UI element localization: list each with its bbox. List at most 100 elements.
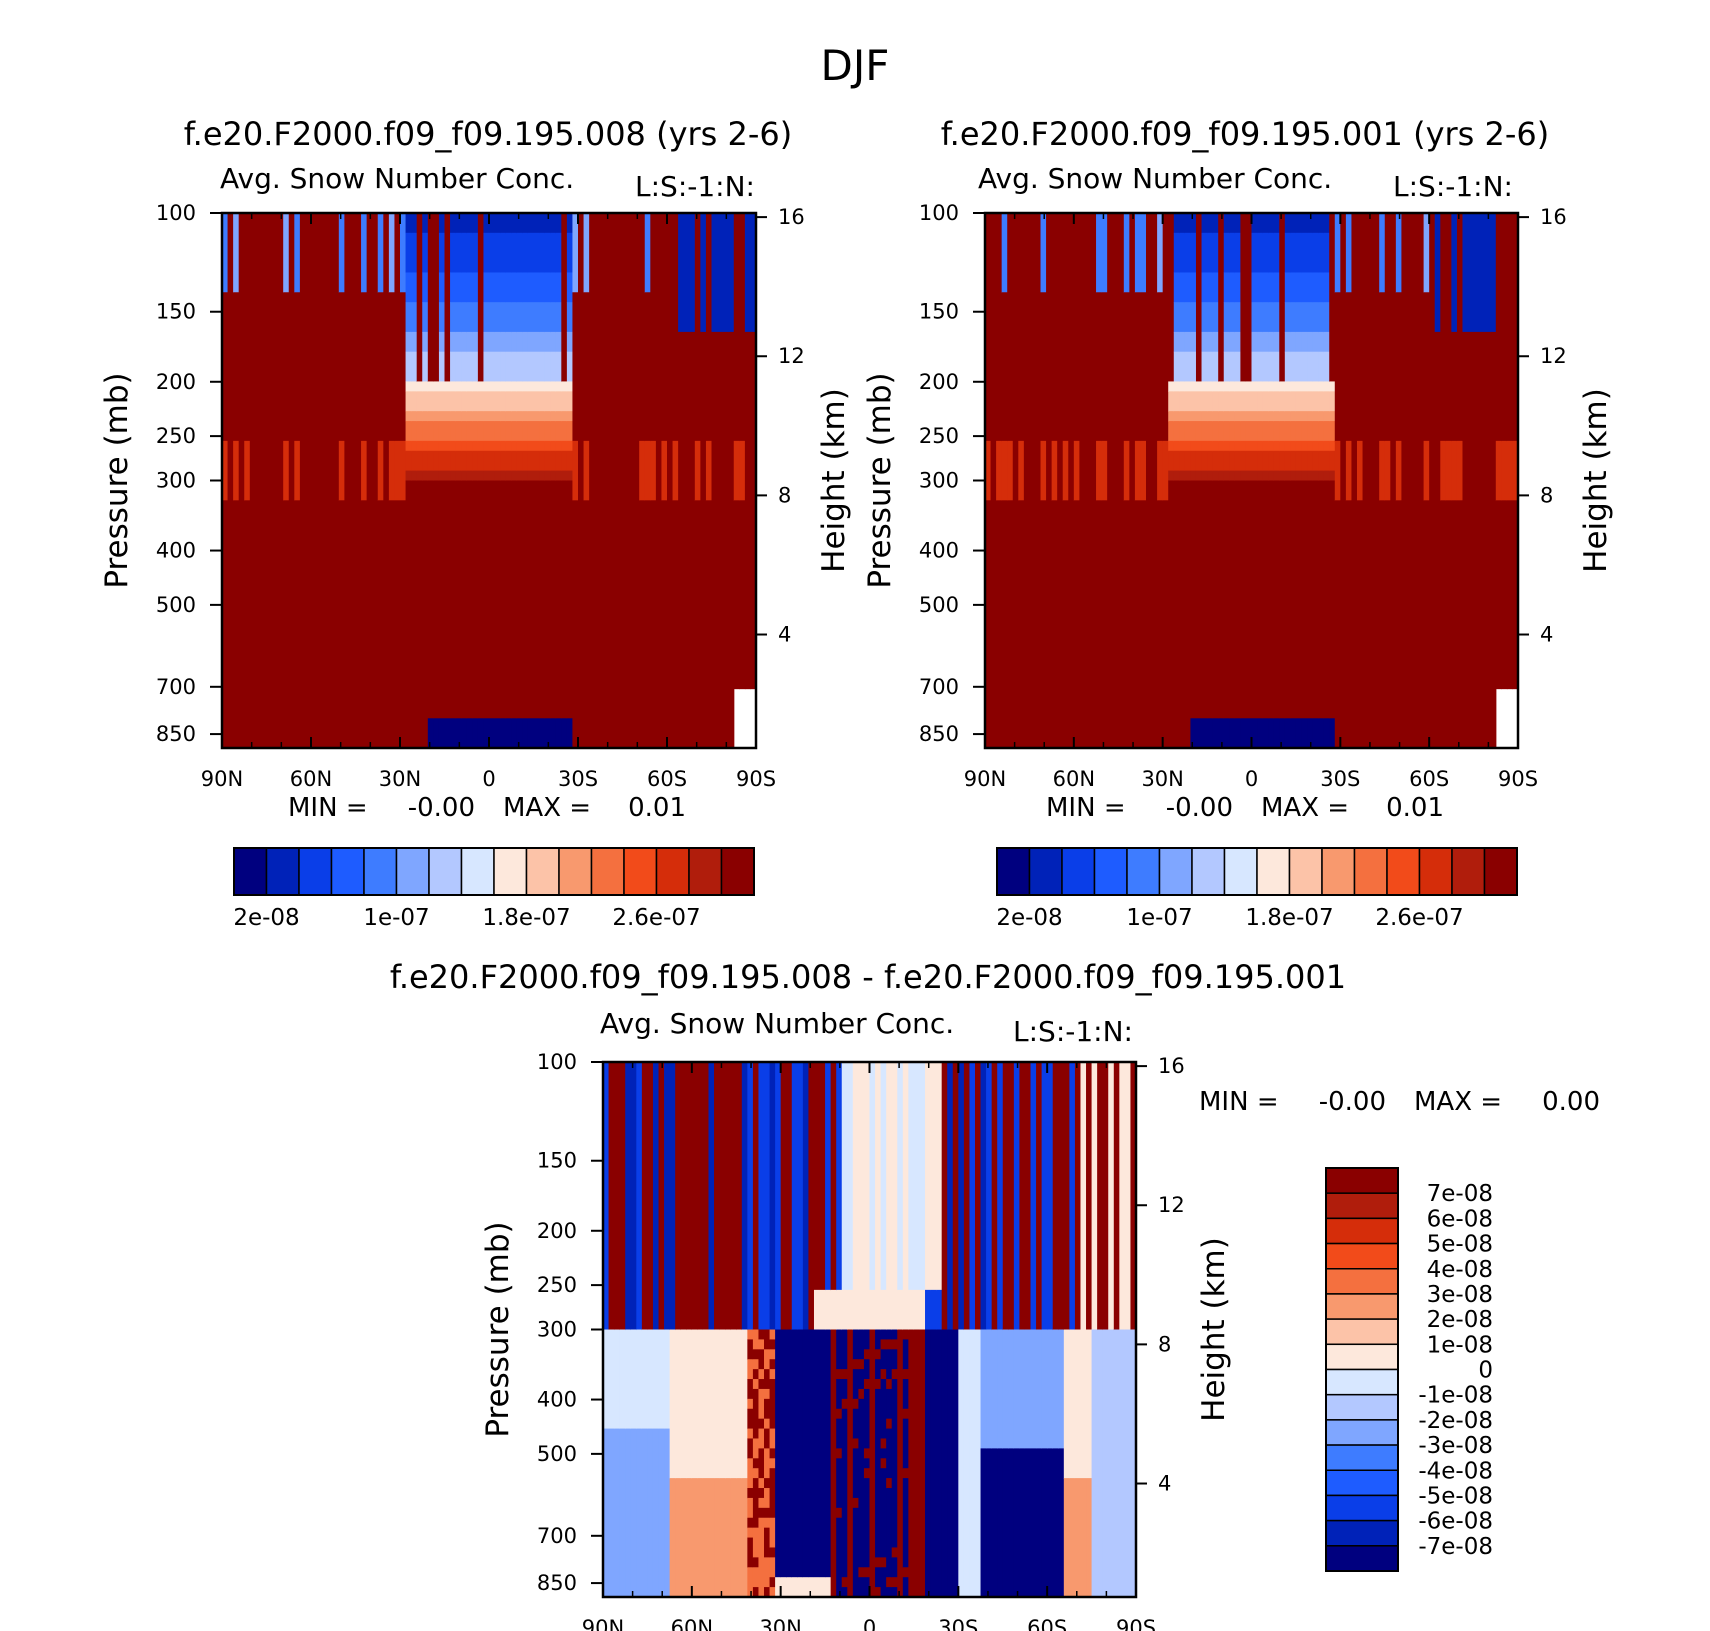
- y-tick-label: 200: [919, 370, 959, 394]
- panel-1-min-label: MIN =: [288, 793, 368, 823]
- x-tick-label: 90N: [582, 1616, 624, 1631]
- colorbar-label: -7e-08: [1418, 1534, 1493, 1560]
- colorbar-label: 1e-07: [363, 905, 429, 931]
- x-tick-label: 30S: [558, 767, 598, 791]
- y-tick-label: 300: [537, 1318, 577, 1342]
- colorbar-label: -4e-08: [1418, 1458, 1493, 1484]
- colorbar-swatch: [1325, 1293, 1399, 1320]
- colorbar-swatch: [265, 847, 300, 896]
- colorbar-label: 2e-08: [1427, 1307, 1493, 1333]
- colorbar-label: 7e-08: [1427, 1181, 1493, 1207]
- colorbar-swatch: [1028, 847, 1063, 896]
- colorbar-label: 2.6e-07: [612, 905, 700, 931]
- colorbar-swatch: [1451, 847, 1486, 896]
- colorbar-label: 2e-08: [233, 905, 299, 931]
- colorbar-swatch: [298, 847, 333, 896]
- colorbar-frame: [1325, 1167, 1399, 1572]
- y-tick-label: 700: [156, 675, 196, 699]
- y-tick-label: 400: [156, 539, 196, 563]
- colorbar-label: -2e-08: [1418, 1408, 1493, 1434]
- x-tick-label: 0: [863, 1616, 876, 1631]
- panel-3-max-value: 0.00: [1542, 1087, 1600, 1117]
- y-tick-label: 100: [537, 1050, 577, 1074]
- y-tick-label: 400: [537, 1388, 577, 1412]
- y-tick-label: 850: [156, 722, 196, 746]
- panel-1-label-right: L:S:-1:N:: [635, 170, 755, 203]
- colorbar-frame: [233, 847, 755, 896]
- panel-1-subtitle: Avg. Snow Number Conc.: [220, 162, 574, 195]
- colorbar-swatch: [1325, 1494, 1399, 1522]
- colorbar-label: 5e-08: [1427, 1232, 1493, 1258]
- figure-title: DJF: [821, 41, 890, 90]
- colorbar-swatch: [1483, 847, 1518, 896]
- colorbar-swatch: [1325, 1268, 1399, 1295]
- panel-2-max-value: 0.01: [1386, 793, 1444, 823]
- colorbar-swatch: [1325, 1444, 1399, 1471]
- x-tick-label: 60S: [1409, 767, 1449, 791]
- panel-2-colorbar: 2e-08 1e-07 1.8e-07 2.6e-07: [996, 847, 1518, 931]
- colorbar-swatch: [1353, 847, 1388, 896]
- panel-3-colorbar: 7e-086e-085e-084e-083e-082e-081e-080-1e-…: [1325, 1167, 1493, 1572]
- colorbar-swatch: [1223, 847, 1258, 896]
- x-tick-label: 90N: [201, 767, 243, 791]
- colorbar-swatch: [688, 847, 723, 896]
- colorbar-label: -5e-08: [1418, 1483, 1493, 1509]
- y-tick-label: 250: [156, 424, 196, 448]
- colorbar-swatch: [558, 847, 593, 896]
- y2-axis-label: Height (km): [1578, 388, 1614, 573]
- colorbar-label: 4e-08: [1427, 1257, 1493, 1283]
- y-tick-label: 300: [919, 469, 959, 493]
- x-tick-label: 0: [1245, 767, 1258, 791]
- y2-axis-label: Height (km): [1196, 1237, 1232, 1422]
- panel-3-plot-area: [603, 1062, 1137, 1598]
- y-tick-label: 250: [537, 1273, 577, 1297]
- colorbar-label: 1.8e-07: [482, 905, 570, 931]
- x-tick-label: 60N: [290, 767, 332, 791]
- colorbar-swatch: [1325, 1343, 1399, 1371]
- y2-tick-label: 4: [1158, 1472, 1171, 1496]
- y-tick-label: 100: [156, 201, 196, 225]
- x-tick-label: 60S: [647, 767, 687, 791]
- colorbar-label: -3e-08: [1418, 1433, 1493, 1459]
- colorbar-label: 1.8e-07: [1245, 905, 1333, 931]
- panel-1: f.e20.F2000.f09_f09.195.008 (yrs 2-6) Av…: [99, 115, 852, 931]
- colorbar-swatch: [460, 847, 495, 896]
- x-tick-label: 30N: [759, 1616, 801, 1631]
- y-axis-label: Pressure (mb): [862, 372, 898, 588]
- y2-axis-label: Height (km): [816, 388, 852, 573]
- colorbar-swatch: [525, 847, 560, 896]
- y-tick-label: 250: [919, 424, 959, 448]
- y-tick-label: 700: [537, 1524, 577, 1548]
- panel-2-max-label: MAX =: [1261, 793, 1349, 823]
- y2-tick-label: 12: [1540, 344, 1567, 368]
- colorbar-swatch: [1191, 847, 1226, 896]
- x-tick-label: 60N: [671, 1616, 713, 1631]
- colorbar-swatch: [493, 847, 528, 896]
- colorbar-swatch: [1386, 847, 1421, 896]
- panel-1-max-value: 0.01: [628, 793, 686, 823]
- y-tick-label: 200: [156, 370, 196, 394]
- panel-1-title: f.e20.F2000.f09_f09.195.008 (yrs 2-6): [184, 115, 793, 153]
- colorbar-swatch: [363, 847, 398, 896]
- panel-1-colorbar: 2e-08 1e-07 1.8e-07 2.6e-07: [233, 847, 755, 931]
- colorbar-label: -1e-08: [1418, 1383, 1493, 1409]
- y-tick-label: 150: [919, 300, 959, 324]
- colorbar-swatch: [1256, 847, 1291, 896]
- y2-tick-label: 16: [778, 205, 805, 229]
- panel-2: f.e20.F2000.f09_f09.195.001 (yrs 2-6) Av…: [862, 115, 1614, 931]
- colorbar-swatch: [1158, 847, 1193, 896]
- colorbar-label: 1e-07: [1126, 905, 1192, 931]
- colorbar-swatch: [996, 847, 1031, 896]
- x-tick-label: 90S: [1116, 1616, 1156, 1631]
- panel-3-label-right: L:S:-1:N:: [1013, 1015, 1133, 1048]
- colorbar-swatch: [1325, 1318, 1399, 1346]
- colorbar-swatch: [233, 847, 268, 896]
- y2-tick-label: 4: [1540, 623, 1553, 647]
- colorbar-swatch: [1093, 847, 1128, 896]
- y2-tick-label: 8: [778, 483, 791, 507]
- panel-3-subtitle: Avg. Snow Number Conc.: [600, 1007, 954, 1040]
- panel-3-min-value: -0.00: [1319, 1087, 1386, 1117]
- y2-tick-label: 8: [1540, 483, 1553, 507]
- y-tick-label: 500: [156, 593, 196, 617]
